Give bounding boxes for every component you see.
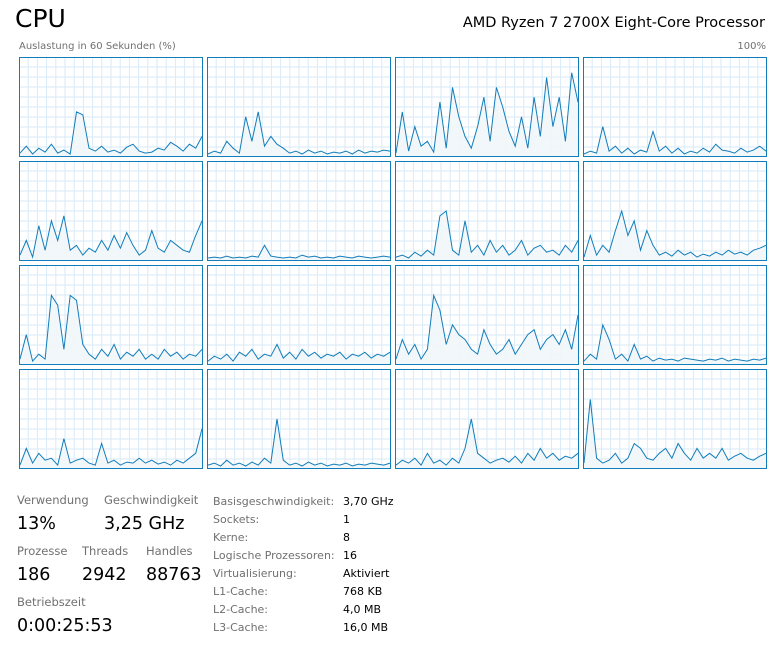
detail-value: Aktiviert — [343, 567, 390, 580]
detail-value: 16,0 MB — [343, 621, 389, 634]
detail-value: 768 KB — [343, 585, 383, 598]
usage-area — [396, 295, 578, 364]
core-graph — [583, 369, 767, 469]
graph-border — [19, 369, 203, 469]
usage-line — [395, 293, 579, 361]
usage-line — [395, 72, 579, 154]
detail-label: Logische Prozessoren: — [213, 549, 335, 562]
graph-border — [583, 369, 767, 469]
core-graph — [207, 369, 391, 469]
detail-label: L3-Cache: — [213, 621, 269, 634]
usage-line — [207, 244, 391, 259]
stat-value: 186 — [17, 565, 51, 585]
graph-border — [207, 369, 391, 469]
graph-border — [207, 161, 391, 261]
detail-label: Kerne: — [213, 531, 249, 544]
usage-line — [395, 418, 579, 466]
core-graph — [583, 265, 767, 365]
core-graph — [207, 161, 391, 261]
usage-area — [20, 428, 202, 468]
graph-border — [207, 57, 391, 157]
usage-line — [583, 399, 767, 464]
core-graph — [207, 57, 391, 157]
graph-border — [395, 369, 579, 469]
core-graph — [583, 57, 767, 157]
usage-line — [583, 126, 767, 155]
graph-border — [19, 161, 203, 261]
stat-label: Betriebszeit — [17, 595, 86, 609]
detail-label: Sockets: — [213, 513, 260, 526]
detail-label: Virtualisierung: — [213, 567, 297, 580]
stat-label: Verwendung — [17, 493, 89, 507]
core-graph — [583, 161, 767, 261]
graph-border — [583, 161, 767, 261]
usage-line — [395, 210, 579, 259]
core-graph — [19, 265, 203, 365]
detail-value: 8 — [343, 531, 350, 544]
detail-value: 3,70 GHz — [343, 495, 394, 508]
usage-line — [583, 209, 767, 258]
graph-border — [583, 265, 767, 365]
usage-area — [208, 344, 390, 364]
core-graph — [395, 369, 579, 469]
usage-line — [19, 293, 203, 363]
core-graph — [395, 57, 579, 157]
usage-line — [583, 323, 767, 363]
usage-line — [207, 418, 391, 467]
usage-area — [396, 72, 578, 156]
usage-area — [208, 419, 390, 468]
core-graph — [207, 265, 391, 365]
graph-border — [395, 57, 579, 157]
graph-border — [19, 57, 203, 157]
stat-label: Prozesse — [17, 544, 68, 558]
core-graph — [19, 57, 203, 157]
usage-line — [19, 428, 203, 467]
graph-border — [395, 265, 579, 365]
detail-label: L2-Cache: — [213, 603, 269, 616]
stat-label: Threads — [82, 544, 129, 558]
title: CPU — [15, 4, 66, 33]
usage-line — [19, 111, 203, 155]
stat-value: 13% — [17, 514, 56, 534]
core-graph — [395, 265, 579, 365]
graph-border — [395, 161, 579, 261]
usage-line — [19, 215, 203, 259]
core-graph — [395, 161, 579, 261]
processor-name: AMD Ryzen 7 2700X Eight-Core Processor — [462, 15, 765, 31]
graph-border — [207, 265, 391, 365]
graph-border — [19, 265, 203, 365]
usage-area — [20, 295, 202, 364]
stat-label: Handles — [146, 544, 193, 558]
usage-area — [584, 399, 766, 468]
stat-value: 0:00:25:53 — [17, 616, 113, 636]
usage-line — [207, 111, 391, 155]
usage-area — [584, 211, 766, 260]
stat-value: 88763 — [146, 565, 202, 585]
stat-label: Geschwindigkeit — [104, 493, 199, 507]
usage-area — [20, 111, 202, 156]
usage-line — [207, 343, 391, 362]
core-graph — [19, 369, 203, 469]
usage-area — [208, 111, 390, 156]
usage-area — [396, 211, 578, 260]
usage-area — [396, 419, 578, 468]
detail-value: 16 — [343, 549, 357, 562]
axis-label: Auslastung in 60 Sekunden (%) — [19, 41, 176, 52]
core-graph — [19, 161, 203, 261]
stat-value: 2942 — [82, 565, 127, 585]
graph-border — [583, 57, 767, 157]
detail-label: Basisgeschwindigkeit: — [213, 495, 335, 508]
stat-value: 3,25 GHz — [104, 514, 185, 534]
axis-max-label: 100% — [737, 41, 766, 52]
detail-label: L1-Cache: — [213, 585, 269, 598]
detail-value: 1 — [343, 513, 350, 526]
detail-value: 4,0 MB — [343, 603, 382, 616]
